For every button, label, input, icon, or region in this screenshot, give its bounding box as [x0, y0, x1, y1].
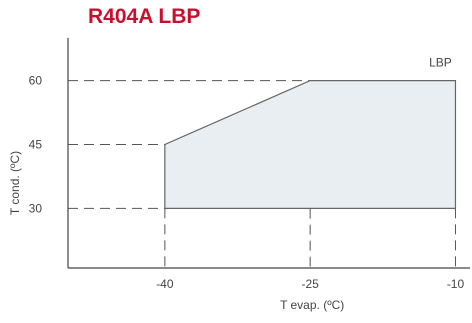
y-axis-label: T cond. (ºC)	[8, 151, 22, 215]
x-tick-label: -10	[447, 277, 465, 291]
chart-title: R404A LBP	[88, 5, 201, 28]
y-tick-label: 60	[29, 74, 43, 88]
guide-lines	[68, 80, 456, 268]
y-tick-labels: 30 45 60	[29, 74, 43, 216]
x-tick-label: -25	[301, 277, 319, 291]
y-tick-label: 45	[29, 137, 43, 151]
axes	[67, 38, 470, 269]
x-axis-label: T evap. (ºC)	[280, 298, 344, 312]
y-tick-label: 30	[29, 201, 43, 215]
x-tick-label: -40	[156, 277, 174, 291]
x-tick-labels: -40 -25 -10	[156, 277, 464, 291]
series-label: LBP	[429, 56, 452, 70]
envelope-area	[164, 79, 457, 209]
